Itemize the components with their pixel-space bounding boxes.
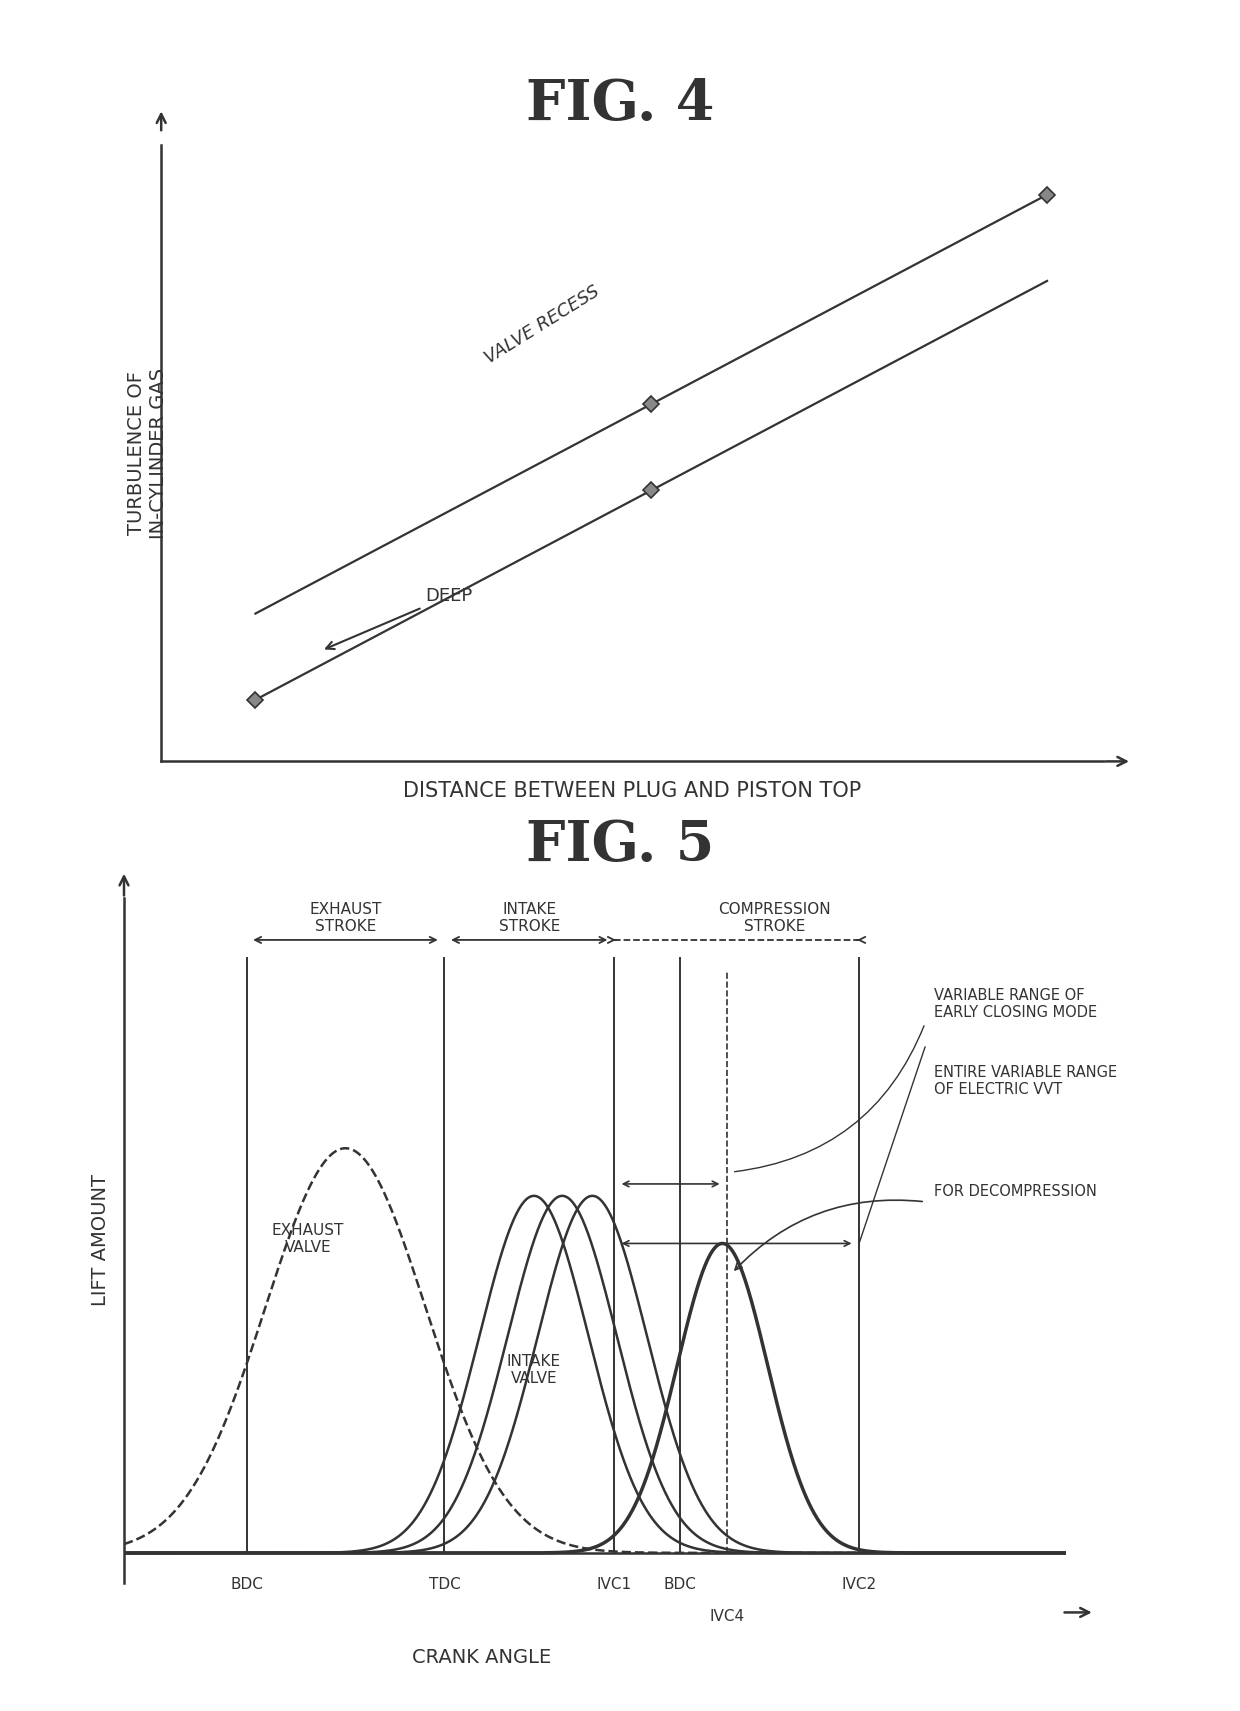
Text: COMPRESSION
STROKE: COMPRESSION STROKE bbox=[718, 902, 831, 934]
Text: FOR DECOMPRESSION: FOR DECOMPRESSION bbox=[935, 1184, 1097, 1199]
Y-axis label: LIFT AMOUNT: LIFT AMOUNT bbox=[91, 1174, 110, 1307]
Text: IVC1: IVC1 bbox=[596, 1578, 631, 1591]
Text: INTAKE
STROKE: INTAKE STROKE bbox=[498, 902, 560, 934]
Text: DEEP: DEEP bbox=[326, 587, 472, 648]
Text: BDC: BDC bbox=[663, 1578, 697, 1591]
Text: EXHAUST
VALVE: EXHAUST VALVE bbox=[272, 1223, 343, 1256]
X-axis label: DISTANCE BETWEEN PLUG AND PISTON TOP: DISTANCE BETWEEN PLUG AND PISTON TOP bbox=[403, 780, 862, 801]
Text: BDC: BDC bbox=[231, 1578, 263, 1591]
Text: ENTIRE VARIABLE RANGE
OF ELECTRIC VVT: ENTIRE VARIABLE RANGE OF ELECTRIC VVT bbox=[935, 1064, 1117, 1097]
Text: INTAKE
VALVE: INTAKE VALVE bbox=[507, 1353, 560, 1386]
Text: VARIABLE RANGE OF
EARLY CLOSING MODE: VARIABLE RANGE OF EARLY CLOSING MODE bbox=[935, 987, 1097, 1020]
Text: EXHAUST
STROKE: EXHAUST STROKE bbox=[309, 902, 382, 934]
Text: FIG. 5: FIG. 5 bbox=[526, 818, 714, 873]
Y-axis label: TURBULENCE OF
IN-CYLINDER GAS: TURBULENCE OF IN-CYLINDER GAS bbox=[126, 368, 167, 539]
Text: IVC4: IVC4 bbox=[709, 1610, 745, 1624]
Text: TDC: TDC bbox=[429, 1578, 460, 1591]
Text: IVC2: IVC2 bbox=[842, 1578, 877, 1591]
Text: CRANK ANGLE: CRANK ANGLE bbox=[413, 1648, 552, 1667]
Text: FIG. 4: FIG. 4 bbox=[526, 77, 714, 132]
Text: VALVE RECESS: VALVE RECESS bbox=[481, 282, 603, 368]
